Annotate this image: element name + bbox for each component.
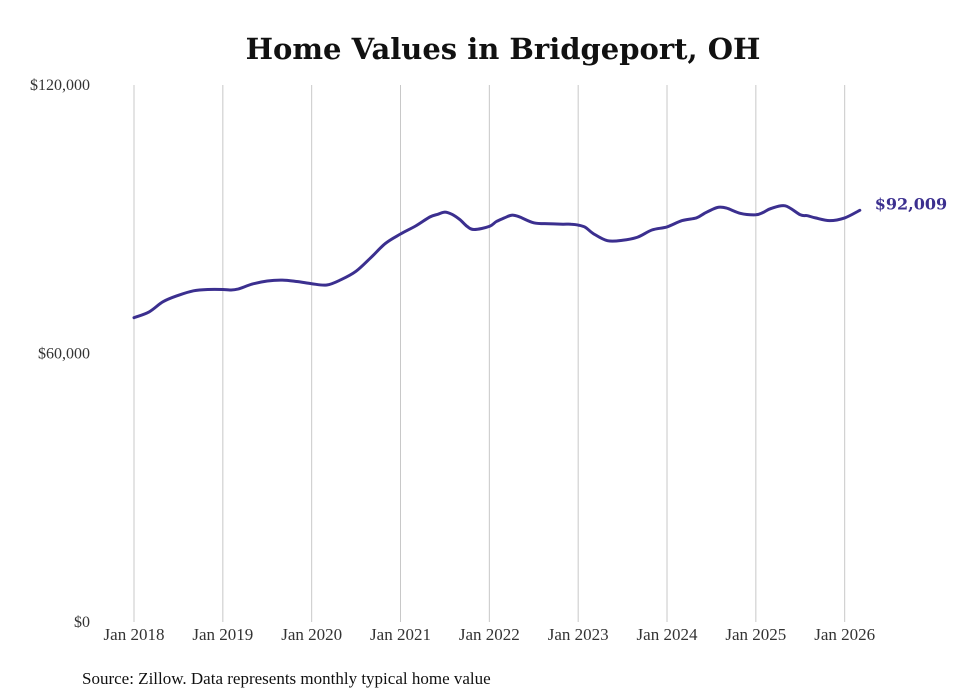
x-tick-label: Jan 2019 [192, 625, 253, 644]
x-tick-label: Jan 2020 [281, 625, 342, 644]
x-tick-label: Jan 2025 [725, 625, 786, 644]
end-value-label: $92,009 [875, 194, 947, 213]
x-tick-label: Jan 2022 [459, 625, 520, 644]
y-tick-label: $60,000 [38, 346, 90, 363]
y-tick-label: $0 [74, 614, 90, 631]
gridlines [133, 85, 846, 622]
x-tick-label: Jan 2026 [814, 625, 875, 644]
y-axis-ticks: $0 $60,000 $120,000 [30, 77, 90, 631]
source-note: Source: Zillow. Data represents monthly … [82, 669, 491, 688]
y-tick-label: $120,000 [30, 77, 90, 94]
chart-title: Home Values in Bridgeport, OH [246, 32, 761, 66]
x-tick-label: Jan 2018 [104, 625, 165, 644]
x-tick-label: Jan 2021 [370, 625, 431, 644]
series-line-0 [132, 204, 862, 320]
x-tick-label: Jan 2024 [637, 625, 698, 644]
x-tick-label: Jan 2023 [548, 625, 609, 644]
x-axis-ticks: Jan 2018 Jan 2019 Jan 2020 Jan 2021 Jan 2022… [104, 625, 876, 644]
series-layer [132, 204, 862, 320]
